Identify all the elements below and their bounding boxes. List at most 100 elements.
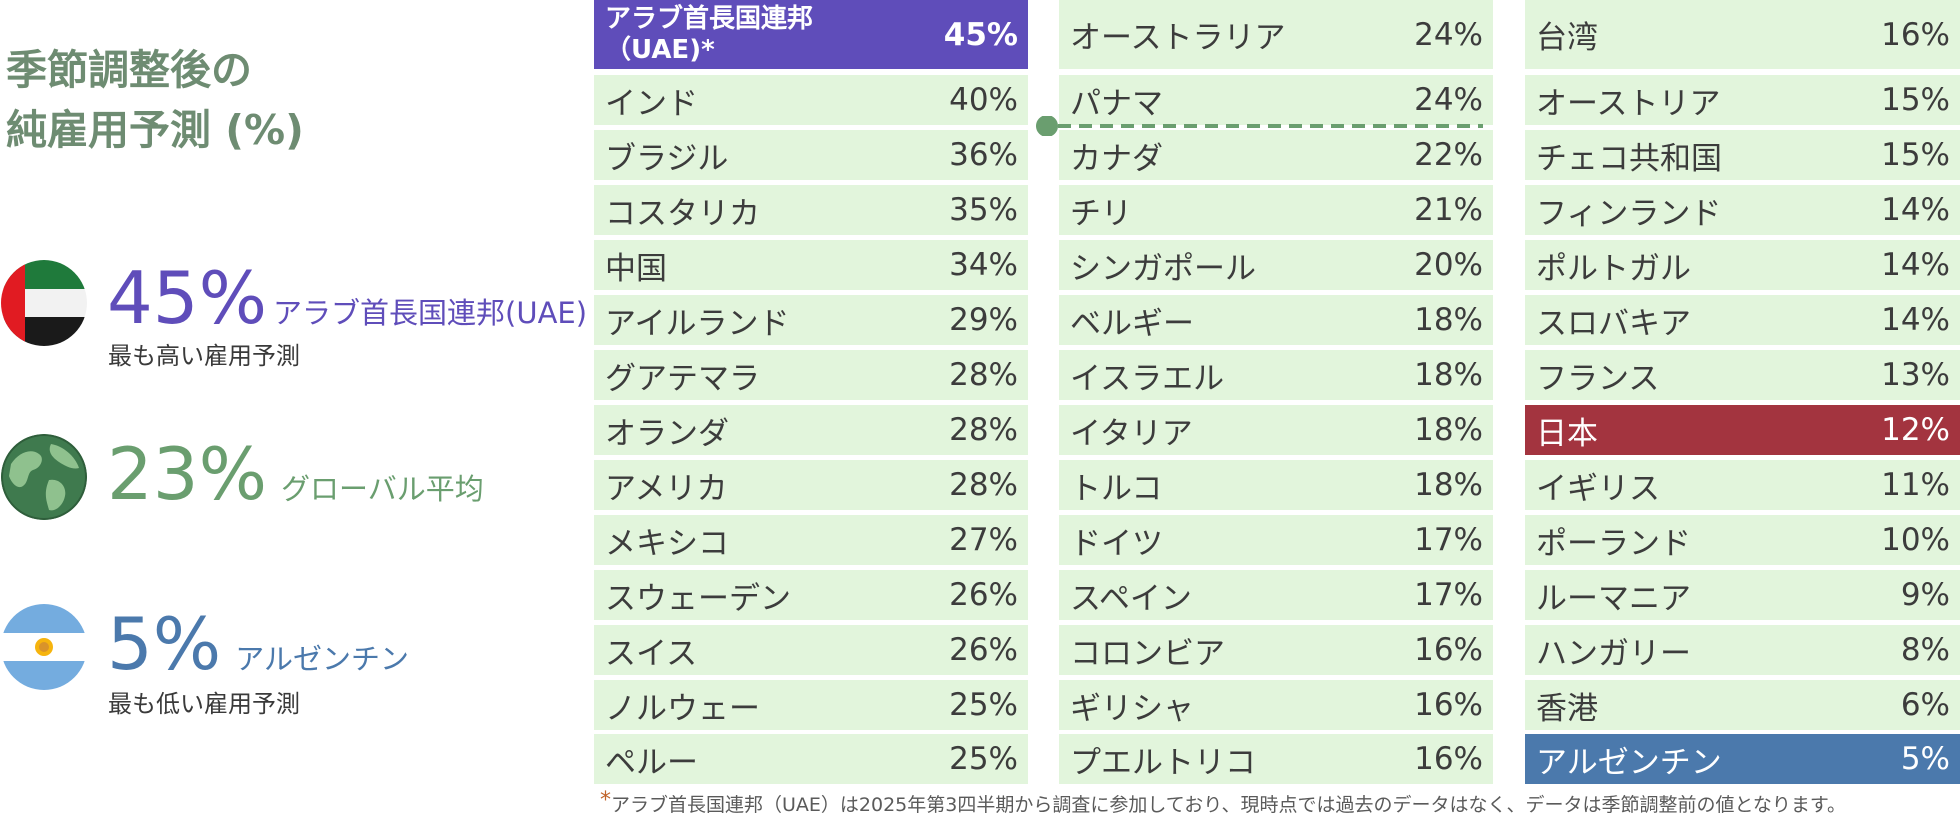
country-value: 26% (949, 632, 1018, 668)
table-row: インド 40% (594, 75, 1028, 125)
country-value: 34% (949, 247, 1018, 283)
table-row: シンガポール 20% (1059, 240, 1493, 290)
country-value: 28% (949, 467, 1018, 503)
table-row: 台湾 16% (1525, 0, 1960, 69)
table-row: パナマ 24% (1059, 75, 1493, 125)
country-name: オーストリア (1536, 85, 1721, 122)
table-row: ブラジル 36% (594, 130, 1028, 180)
country-value: 13% (1881, 357, 1950, 393)
country-name: インド (605, 85, 698, 122)
footnote-marker: * (600, 788, 611, 813)
table-row: ハンガリー 8% (1525, 625, 1960, 675)
country-value: 15% (1881, 137, 1950, 173)
table-row: カナダ 22% (1059, 130, 1493, 180)
country-name: 香港 (1536, 690, 1598, 727)
country-name: オランダ (605, 415, 729, 452)
table-row: ペルー 25% (594, 734, 1028, 784)
country-name: ポルトガル (1536, 250, 1691, 287)
country-name: ルーマニア (1536, 580, 1691, 617)
table-row: ポルトガル 14% (1525, 240, 1960, 290)
country-name: オーストラリア (1070, 20, 1286, 56)
country-name: コロンビア (1070, 635, 1225, 672)
country-name: カナダ (1070, 140, 1163, 177)
table-row: チェコ共和国 15% (1525, 130, 1960, 180)
country-name: プエルトリコ (1070, 744, 1256, 781)
highlight-lowest-text: 5% アルゼンチン (107, 604, 409, 699)
table-row: フランス 13% (1525, 350, 1960, 400)
country-name: アラブ首長国連邦 （UAE)* (605, 3, 814, 65)
table-row: アイルランド 29% (594, 295, 1028, 345)
highlight-global: 23% グローバル平均 (0, 432, 580, 552)
country-value: 8% (1900, 632, 1950, 668)
country-name: ブラジル (605, 140, 729, 177)
highlight-global-value: 23% (107, 432, 268, 516)
country-name: ハンガリー (1536, 635, 1691, 672)
country-value: 28% (949, 412, 1018, 448)
footnote: *アラブ首長国連邦（UAE）は2025年第3四半期から調査に参加しており、現時点… (600, 788, 1960, 817)
country-name: イタリア (1070, 415, 1193, 452)
country-value: 24% (1414, 16, 1483, 53)
title-line-1: 季節調整後の (6, 46, 252, 94)
table-row: スペイン 17% (1059, 570, 1493, 620)
country-value: 18% (1414, 357, 1483, 393)
country-value: 25% (949, 687, 1018, 723)
country-value: 15% (1881, 82, 1950, 118)
country-value: 24% (1414, 82, 1483, 118)
country-value: 14% (1881, 192, 1950, 228)
table-row: ポーランド 10% (1525, 515, 1960, 565)
highlight-lowest-value: 5% (107, 602, 222, 686)
table-row: 中国 34% (594, 240, 1028, 290)
country-value: 17% (1414, 577, 1483, 613)
country-value: 26% (949, 577, 1018, 613)
table-row: チリ 21% (1059, 185, 1493, 235)
highlight-highest-country: アラブ首長国連邦(UAE) (273, 296, 588, 330)
table-row: 香港 6% (1525, 680, 1960, 730)
country-name: トルコ (1070, 470, 1163, 507)
table-row: フィンランド 14% (1525, 185, 1960, 235)
highlight-highest: 45% アラブ首長国連邦(UAE) 最も高い雇用予測 (0, 258, 587, 378)
globe-icon (1, 434, 87, 520)
table-row: ノルウェー 25% (594, 680, 1028, 730)
table-row: メキシコ 27% (594, 515, 1028, 565)
highlight-lowest-note: 最も低い雇用予測 (108, 690, 300, 718)
country-value: 10% (1881, 522, 1950, 558)
country-value: 5% (1900, 741, 1950, 777)
country-name: 中国 (605, 250, 667, 287)
table-row: イスラエル 18% (1059, 350, 1493, 400)
table-row: ベルギー 18% (1059, 295, 1493, 345)
table-row: トルコ 18% (1059, 460, 1493, 510)
table-row: オーストリア 15% (1525, 75, 1960, 125)
country-value: 36% (949, 137, 1018, 173)
country-value: 17% (1414, 522, 1483, 558)
table-row: 日本 12% (1525, 405, 1960, 455)
table-row: ルーマニア 9% (1525, 570, 1960, 620)
table-row: アルゼンチン 5% (1525, 734, 1960, 784)
country-value: 35% (949, 192, 1018, 228)
country-name: グアテマラ (605, 360, 760, 397)
country-value: 16% (1414, 632, 1483, 668)
country-name: チリ (1070, 195, 1132, 232)
country-value: 18% (1414, 467, 1483, 503)
country-name: ペルー (605, 744, 698, 781)
country-name: スイス (605, 635, 698, 672)
argentina-flag-icon (1, 604, 87, 690)
country-name: シンガポール (1070, 250, 1256, 287)
country-value: 12% (1881, 412, 1950, 448)
country-value: 6% (1900, 687, 1950, 723)
country-value: 21% (1414, 192, 1483, 228)
country-name: イスラエル (1070, 360, 1225, 397)
table-row: イギリス 11% (1525, 460, 1960, 510)
country-name: アイルランド (605, 305, 790, 342)
country-value: 45% (943, 16, 1018, 53)
country-name: イギリス (1536, 470, 1660, 507)
country-value: 40% (949, 82, 1018, 118)
country-name: ベルギー (1070, 305, 1194, 342)
highlight-lowest: 5% アルゼンチン 最も低い雇用予測 (0, 604, 580, 724)
country-value: 27% (949, 522, 1018, 558)
table-row: プエルトリコ 16% (1059, 734, 1493, 784)
country-name: パナマ (1070, 85, 1163, 122)
country-name: 台湾 (1536, 20, 1598, 56)
country-value: 14% (1881, 247, 1950, 283)
country-value: 18% (1414, 412, 1483, 448)
title-line-2: 純雇用予測 (%) (6, 106, 304, 154)
